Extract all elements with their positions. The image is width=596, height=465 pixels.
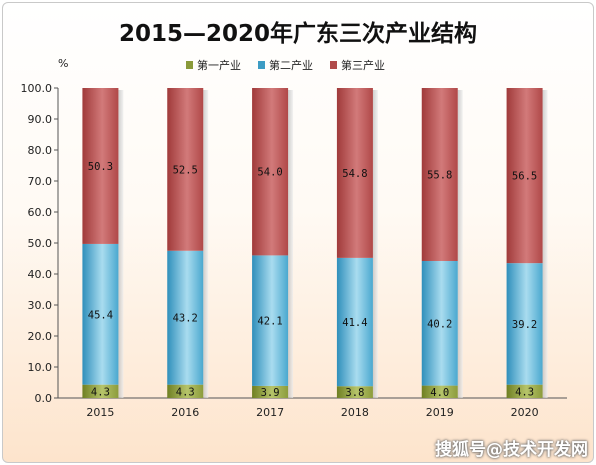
y-tick-label: 60.0 [28, 206, 53, 219]
y-tick-label: 30.0 [28, 299, 53, 312]
segment-primary [82, 384, 119, 398]
segment-tertiary [252, 88, 289, 256]
watermark: 搜狐号@技术开发网 [435, 440, 588, 460]
data-label: 4.0 [430, 387, 449, 399]
data-label: 39.2 [512, 319, 537, 331]
segment-primary [336, 386, 373, 398]
y-tick-label: 80.0 [28, 144, 53, 157]
legend-swatch [186, 61, 193, 69]
x-tick-label: 2018 [341, 406, 369, 419]
segment-tertiary [421, 88, 458, 261]
bar-group-2015 [82, 88, 124, 398]
data-label: 4.3 [91, 386, 110, 398]
bar-group-2018 [336, 88, 378, 398]
x-tick-label: 2015 [86, 406, 114, 419]
data-label: 56.5 [512, 171, 537, 183]
bar-shadow [542, 90, 548, 398]
x-tick-label: 2019 [426, 406, 454, 419]
data-label: 45.4 [88, 309, 113, 321]
data-label: 43.2 [173, 313, 198, 325]
y-tick-label: 100.0 [21, 82, 53, 95]
y-tick-label: 50.0 [28, 237, 53, 250]
bar-shadow [118, 90, 124, 398]
segment-primary [506, 384, 543, 398]
segment-tertiary [506, 88, 543, 264]
bar-shadow [203, 90, 209, 398]
data-label: 54.0 [257, 167, 282, 179]
y-tick-label: 70.0 [28, 175, 53, 188]
segment-primary [167, 384, 204, 398]
bar-shadow [372, 90, 378, 398]
x-tick-label: 2017 [256, 406, 284, 419]
segment-tertiary [82, 88, 119, 244]
bar-shadow [288, 90, 294, 398]
data-label: 4.3 [176, 386, 195, 398]
data-label: 50.3 [88, 161, 113, 173]
data-label: 4.3 [515, 386, 534, 398]
y-tick-label: 40.0 [28, 268, 53, 281]
y-tick-label: 20.0 [28, 330, 53, 343]
y-tick-label: 0.0 [35, 392, 53, 405]
legend-swatch [330, 61, 337, 69]
data-label: 40.2 [427, 318, 452, 330]
bar-group-2020 [506, 88, 548, 398]
segment-secondary [82, 243, 119, 385]
data-label: 52.5 [173, 164, 198, 176]
legend-label: 第二产业 [269, 58, 313, 72]
segment-secondary [421, 260, 458, 386]
y-axis-unit: % [58, 57, 68, 70]
data-label: 3.9 [261, 387, 280, 399]
y-tick-label: 90.0 [28, 113, 53, 126]
bar-shadow [457, 90, 463, 398]
segment-secondary [336, 257, 373, 387]
legend: 第一产业 第二产业 第三产业 [186, 58, 385, 72]
axes: 0.0 10.0 20.0 30.0 40.0 50.0 60.0 70.0 80.0 90.0 1… [21, 82, 567, 419]
legend-label: 第三产业 [341, 58, 385, 72]
x-tick-label: 2020 [511, 406, 539, 419]
segment-primary [252, 385, 289, 398]
segment-secondary [167, 250, 204, 385]
segment-primary [421, 385, 458, 398]
x-tick-label: 2016 [171, 406, 199, 419]
bar-group-2016 [167, 88, 209, 398]
segment-secondary [506, 263, 543, 385]
segment-tertiary [336, 88, 373, 258]
y-tick-label: 10.0 [28, 361, 53, 374]
data-label: 55.8 [427, 169, 452, 181]
segment-tertiary [167, 88, 204, 251]
data-label: 54.8 [342, 168, 367, 180]
data-label: 3.8 [345, 387, 364, 399]
data-labels: 4.3 45.4 50.3 4.3 43.2 52.5 3.9 42.1 54.0 3.8 41.4… [88, 161, 537, 399]
bar-group-2017 [252, 88, 294, 398]
legend-label: 第一产业 [197, 58, 241, 72]
bars [82, 88, 548, 398]
data-label: 42.1 [257, 316, 282, 328]
data-label: 41.4 [342, 317, 367, 329]
legend-swatch [258, 61, 265, 69]
bar-group-2019 [421, 88, 463, 398]
segment-secondary [252, 255, 289, 386]
chart-title: 2015—2020年广东三次产业结构 [118, 21, 478, 47]
